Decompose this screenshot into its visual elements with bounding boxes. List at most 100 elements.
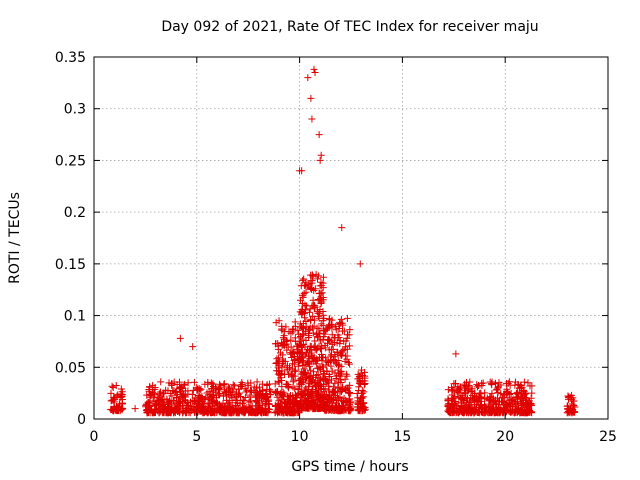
data-point <box>359 403 367 411</box>
data-point <box>247 397 255 405</box>
data-point <box>333 348 341 356</box>
data-point <box>209 409 217 417</box>
data-point <box>182 409 190 417</box>
data-point <box>112 381 120 389</box>
data-point <box>356 379 364 387</box>
data-point <box>313 382 321 390</box>
data-point <box>228 406 236 414</box>
data-point <box>156 388 164 396</box>
data-point <box>171 408 179 416</box>
data-point <box>316 397 324 405</box>
data-point <box>309 329 317 337</box>
data-point <box>481 395 489 403</box>
data-point <box>570 401 578 409</box>
data-point <box>317 296 325 304</box>
data-point <box>157 378 165 386</box>
data-point <box>357 394 365 402</box>
data-point <box>320 370 328 378</box>
data-point <box>354 400 362 408</box>
y-tick-label: 0.15 <box>55 257 86 273</box>
data-point <box>193 404 201 412</box>
data-point <box>189 386 197 394</box>
data-point <box>204 378 212 386</box>
data-point <box>239 408 247 416</box>
data-point <box>168 381 176 389</box>
data-point <box>345 360 353 368</box>
data-point <box>305 325 313 333</box>
plot-frame <box>93 56 609 420</box>
x-tick-label: 15 <box>393 429 411 445</box>
data-point <box>521 394 529 402</box>
data-point <box>225 384 233 392</box>
data-point <box>278 356 286 364</box>
data-point <box>215 391 223 399</box>
data-point <box>473 381 481 389</box>
data-point <box>310 316 318 324</box>
data-point <box>331 407 339 415</box>
data-point <box>175 378 183 386</box>
data-point <box>309 403 317 411</box>
data-point <box>240 397 248 405</box>
data-point <box>508 397 516 405</box>
data-point <box>309 354 317 362</box>
data-point <box>307 94 315 102</box>
y-tick-label: 0.1 <box>64 309 86 325</box>
data-point <box>305 308 313 316</box>
data-point <box>307 277 315 285</box>
data-point <box>302 288 310 296</box>
data-point <box>205 388 213 396</box>
data-point <box>340 327 348 335</box>
data-point <box>317 290 325 298</box>
data-point <box>194 391 202 399</box>
data-point <box>321 341 329 349</box>
data-point <box>450 380 458 388</box>
data-point <box>242 388 250 396</box>
data-point <box>260 408 268 416</box>
data-point <box>346 390 354 398</box>
data-point <box>511 381 519 389</box>
data-point <box>183 401 191 409</box>
data-point <box>449 394 457 402</box>
data-point <box>511 402 519 410</box>
x-axis-label: GPS time / hours <box>291 459 408 475</box>
data-point <box>501 397 509 405</box>
y-tick-label: 0.2 <box>64 205 86 221</box>
data-point <box>264 393 272 401</box>
data-point <box>503 402 511 410</box>
data-point <box>445 408 453 416</box>
grid-layer <box>94 57 608 419</box>
data-point <box>296 376 304 384</box>
data-point <box>182 387 190 395</box>
data-point <box>271 388 279 396</box>
data-point <box>155 398 163 406</box>
x-tick-label: 5 <box>192 429 201 445</box>
data-point <box>310 368 318 376</box>
data-point <box>146 403 154 411</box>
data-point <box>329 345 337 353</box>
data-point <box>323 406 331 414</box>
data-point <box>179 391 187 399</box>
data-point <box>473 393 481 401</box>
data-point <box>235 389 243 397</box>
data-point <box>361 406 369 414</box>
data-point <box>310 322 318 330</box>
data-point <box>311 69 319 77</box>
data-point <box>278 363 286 371</box>
data-point <box>108 396 116 404</box>
x-tick-label: 0 <box>90 429 99 445</box>
data-point <box>346 326 354 334</box>
data-point <box>522 395 530 403</box>
data-point <box>444 402 452 410</box>
data-point <box>299 404 307 412</box>
data-point <box>517 399 525 407</box>
data-point <box>149 381 157 389</box>
data-point <box>283 346 291 354</box>
data-point <box>355 383 363 391</box>
data-point <box>173 400 181 408</box>
data-point <box>296 356 304 364</box>
data-point <box>275 364 283 372</box>
data-point <box>219 392 227 400</box>
data-point <box>346 395 354 403</box>
data-point <box>274 359 282 367</box>
data-point <box>287 336 295 344</box>
